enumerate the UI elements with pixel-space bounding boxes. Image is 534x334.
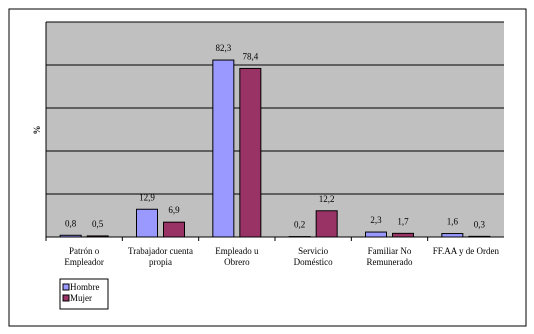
x-tick-label: FF.AA y de Orden bbox=[432, 246, 499, 256]
plot-area bbox=[46, 22, 504, 237]
value-label: 0,2 bbox=[294, 220, 305, 230]
value-label: 12,2 bbox=[319, 194, 335, 204]
bar bbox=[239, 67, 262, 238]
x-tick-label: Patrón o Empleador bbox=[64, 246, 104, 267]
x-tick-label: Servicio Doméstico bbox=[293, 246, 333, 267]
value-label: 6,9 bbox=[168, 205, 180, 215]
value-label: 1,6 bbox=[447, 217, 459, 227]
bar bbox=[441, 233, 464, 238]
y-axis-label: % bbox=[32, 126, 42, 135]
x-tick-label: Trabajador cuenta propia bbox=[128, 246, 193, 267]
legend-swatch bbox=[62, 283, 70, 291]
value-label: 2,3 bbox=[370, 215, 382, 225]
bar bbox=[365, 231, 387, 238]
bar bbox=[468, 235, 491, 238]
value-label: 0,5 bbox=[92, 219, 104, 229]
value-label: 78,4 bbox=[242, 51, 258, 61]
legend-swatch bbox=[62, 294, 70, 302]
bar bbox=[392, 232, 414, 238]
x-tick-label: Familiar No Remunerado bbox=[366, 246, 413, 267]
legend-label: Hombre bbox=[70, 282, 100, 292]
value-label: 82,3 bbox=[215, 43, 231, 53]
bar bbox=[315, 210, 338, 238]
legend-label: Mujer bbox=[70, 293, 92, 303]
bar bbox=[59, 234, 82, 238]
bar bbox=[163, 221, 185, 238]
x-tick-label: Empleado u Obrero bbox=[215, 246, 259, 267]
value-label: 12,9 bbox=[139, 192, 155, 202]
bar bbox=[212, 59, 235, 238]
bar bbox=[136, 208, 158, 238]
legend-box bbox=[59, 278, 109, 310]
value-label: 0,8 bbox=[65, 218, 77, 228]
value-label: 1,7 bbox=[397, 216, 409, 226]
value-label: 0,3 bbox=[474, 219, 486, 229]
bar bbox=[86, 235, 109, 238]
